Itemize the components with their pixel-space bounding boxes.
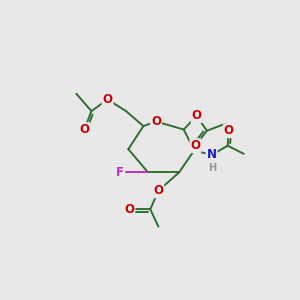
Text: H: H (208, 163, 217, 173)
Text: O: O (103, 93, 112, 106)
Text: O: O (224, 124, 234, 137)
Text: F: F (116, 166, 124, 179)
Text: O: O (124, 203, 134, 216)
Text: O: O (190, 139, 200, 152)
Text: O: O (151, 115, 161, 128)
Text: O: O (191, 109, 202, 122)
Text: O: O (80, 123, 89, 136)
Text: N: N (206, 148, 217, 161)
Text: O: O (153, 184, 164, 197)
